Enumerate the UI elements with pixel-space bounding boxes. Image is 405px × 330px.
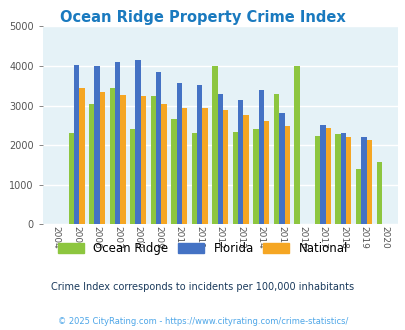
Bar [141,96,146,224]
Bar [263,121,269,224]
Legend: Ocean Ridge, Florida, National: Ocean Ridge, Florida, National [54,239,351,259]
Bar [375,162,381,224]
Bar [273,94,279,224]
Bar [238,100,243,224]
Bar [79,88,84,224]
Bar [294,66,299,224]
Bar [217,94,222,224]
Bar [340,133,345,224]
Bar [156,72,161,224]
Bar [258,90,263,224]
Bar [115,62,120,224]
Bar [100,92,105,224]
Bar [253,129,258,224]
Bar [94,66,100,224]
Bar [345,137,351,224]
Bar [191,133,196,224]
Bar [284,126,289,224]
Bar [181,108,187,224]
Bar [120,94,125,224]
Bar [196,85,202,224]
Bar [176,82,181,224]
Text: © 2025 CityRating.com - https://www.cityrating.com/crime-statistics/: © 2025 CityRating.com - https://www.city… [58,317,347,326]
Bar [335,134,340,224]
Bar [325,128,330,224]
Bar [360,137,366,224]
Bar [202,108,207,224]
Bar [232,132,238,224]
Bar [366,140,371,224]
Text: Crime Index corresponds to incidents per 100,000 inhabitants: Crime Index corresponds to incidents per… [51,282,354,292]
Bar [212,66,217,224]
Bar [171,119,176,224]
Bar [320,125,325,224]
Bar [130,129,135,224]
Bar [89,104,94,224]
Bar [74,65,79,224]
Bar [355,169,360,224]
Bar [150,96,156,224]
Bar [279,113,284,224]
Bar [243,115,248,224]
Bar [161,104,166,224]
Bar [314,136,320,224]
Bar [68,133,74,224]
Bar [222,110,228,224]
Text: Ocean Ridge Property Crime Index: Ocean Ridge Property Crime Index [60,10,345,25]
Bar [135,60,141,224]
Bar [109,88,115,224]
